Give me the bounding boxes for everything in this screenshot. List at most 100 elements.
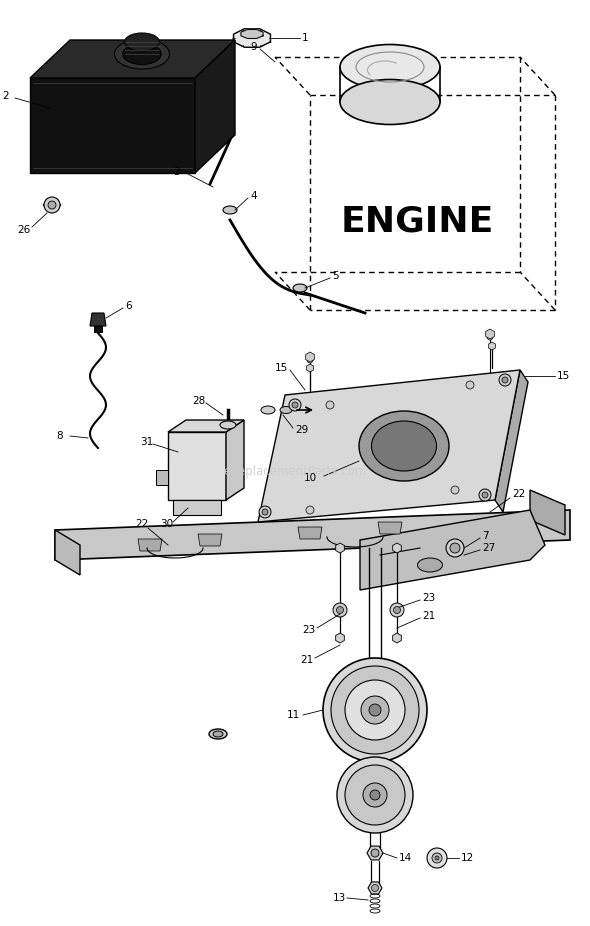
Ellipse shape xyxy=(123,44,161,65)
Ellipse shape xyxy=(293,284,307,292)
Circle shape xyxy=(345,680,405,740)
Circle shape xyxy=(262,509,268,515)
Ellipse shape xyxy=(209,729,227,739)
Text: 1: 1 xyxy=(302,33,309,43)
Ellipse shape xyxy=(114,39,169,69)
Polygon shape xyxy=(138,539,162,551)
Text: 21: 21 xyxy=(422,611,435,621)
Circle shape xyxy=(44,197,60,213)
Ellipse shape xyxy=(418,558,442,572)
Polygon shape xyxy=(168,432,226,500)
Circle shape xyxy=(394,607,401,614)
Circle shape xyxy=(292,402,298,408)
Polygon shape xyxy=(55,530,80,575)
Polygon shape xyxy=(298,527,322,539)
Ellipse shape xyxy=(261,406,275,414)
Polygon shape xyxy=(168,420,244,432)
Polygon shape xyxy=(55,510,570,560)
Circle shape xyxy=(337,757,413,833)
Circle shape xyxy=(487,334,493,340)
Text: 3: 3 xyxy=(173,167,179,177)
Text: 7: 7 xyxy=(482,531,489,541)
Polygon shape xyxy=(173,500,221,515)
Text: 22: 22 xyxy=(135,519,148,529)
Text: 31: 31 xyxy=(140,437,153,447)
Text: 23: 23 xyxy=(422,593,435,603)
Text: 15: 15 xyxy=(275,363,289,373)
Text: 29: 29 xyxy=(295,425,308,435)
Ellipse shape xyxy=(340,44,440,90)
Circle shape xyxy=(306,506,314,514)
Text: ENGINE: ENGINE xyxy=(340,205,494,239)
Circle shape xyxy=(331,666,419,754)
Circle shape xyxy=(466,381,474,389)
Ellipse shape xyxy=(124,33,159,51)
Polygon shape xyxy=(258,370,520,522)
Polygon shape xyxy=(234,29,270,47)
Text: 10: 10 xyxy=(304,473,317,483)
Polygon shape xyxy=(156,470,168,485)
Circle shape xyxy=(323,658,427,762)
Polygon shape xyxy=(226,420,244,500)
Polygon shape xyxy=(241,30,263,39)
Circle shape xyxy=(446,539,464,557)
Circle shape xyxy=(390,603,404,617)
Polygon shape xyxy=(94,326,102,332)
Ellipse shape xyxy=(359,411,449,481)
Text: 15: 15 xyxy=(557,371,571,381)
Circle shape xyxy=(371,849,379,857)
Circle shape xyxy=(450,543,460,553)
Text: 27: 27 xyxy=(482,543,495,553)
Circle shape xyxy=(369,704,381,716)
Circle shape xyxy=(372,884,379,892)
Text: 28: 28 xyxy=(192,396,205,406)
Circle shape xyxy=(326,401,334,409)
Circle shape xyxy=(289,399,301,411)
Circle shape xyxy=(482,492,488,498)
Ellipse shape xyxy=(213,731,223,737)
Polygon shape xyxy=(195,40,235,173)
Text: 9: 9 xyxy=(250,42,257,52)
Polygon shape xyxy=(530,490,565,535)
Polygon shape xyxy=(198,534,222,546)
Polygon shape xyxy=(30,40,235,78)
Text: 8: 8 xyxy=(56,431,63,441)
Circle shape xyxy=(451,486,459,494)
Circle shape xyxy=(345,765,405,825)
Text: 4: 4 xyxy=(250,191,257,201)
Circle shape xyxy=(307,357,313,363)
Circle shape xyxy=(427,848,447,868)
Circle shape xyxy=(336,607,343,614)
Ellipse shape xyxy=(340,80,440,124)
Circle shape xyxy=(48,201,56,209)
Text: 13: 13 xyxy=(333,893,346,903)
Polygon shape xyxy=(495,370,528,512)
Polygon shape xyxy=(30,78,195,173)
Circle shape xyxy=(435,856,439,860)
Ellipse shape xyxy=(372,421,437,471)
Circle shape xyxy=(502,377,508,383)
Text: 21: 21 xyxy=(300,655,313,665)
Text: 22: 22 xyxy=(512,489,525,499)
Circle shape xyxy=(363,783,387,807)
Text: 6: 6 xyxy=(125,301,132,311)
Text: 30: 30 xyxy=(160,519,173,529)
Text: 26: 26 xyxy=(17,225,30,235)
Text: 11: 11 xyxy=(287,710,300,720)
Circle shape xyxy=(259,506,271,518)
Polygon shape xyxy=(360,510,545,590)
Circle shape xyxy=(333,603,347,617)
Ellipse shape xyxy=(280,407,292,414)
Text: 12: 12 xyxy=(461,853,474,863)
Text: 14: 14 xyxy=(399,853,412,863)
Text: 5: 5 xyxy=(332,271,339,281)
Circle shape xyxy=(499,374,511,386)
Polygon shape xyxy=(378,522,402,534)
Circle shape xyxy=(479,489,491,501)
Circle shape xyxy=(361,696,389,724)
Polygon shape xyxy=(90,313,106,326)
Text: 23: 23 xyxy=(302,625,315,635)
Text: 2: 2 xyxy=(2,91,9,101)
Ellipse shape xyxy=(223,206,237,214)
Circle shape xyxy=(432,853,442,863)
